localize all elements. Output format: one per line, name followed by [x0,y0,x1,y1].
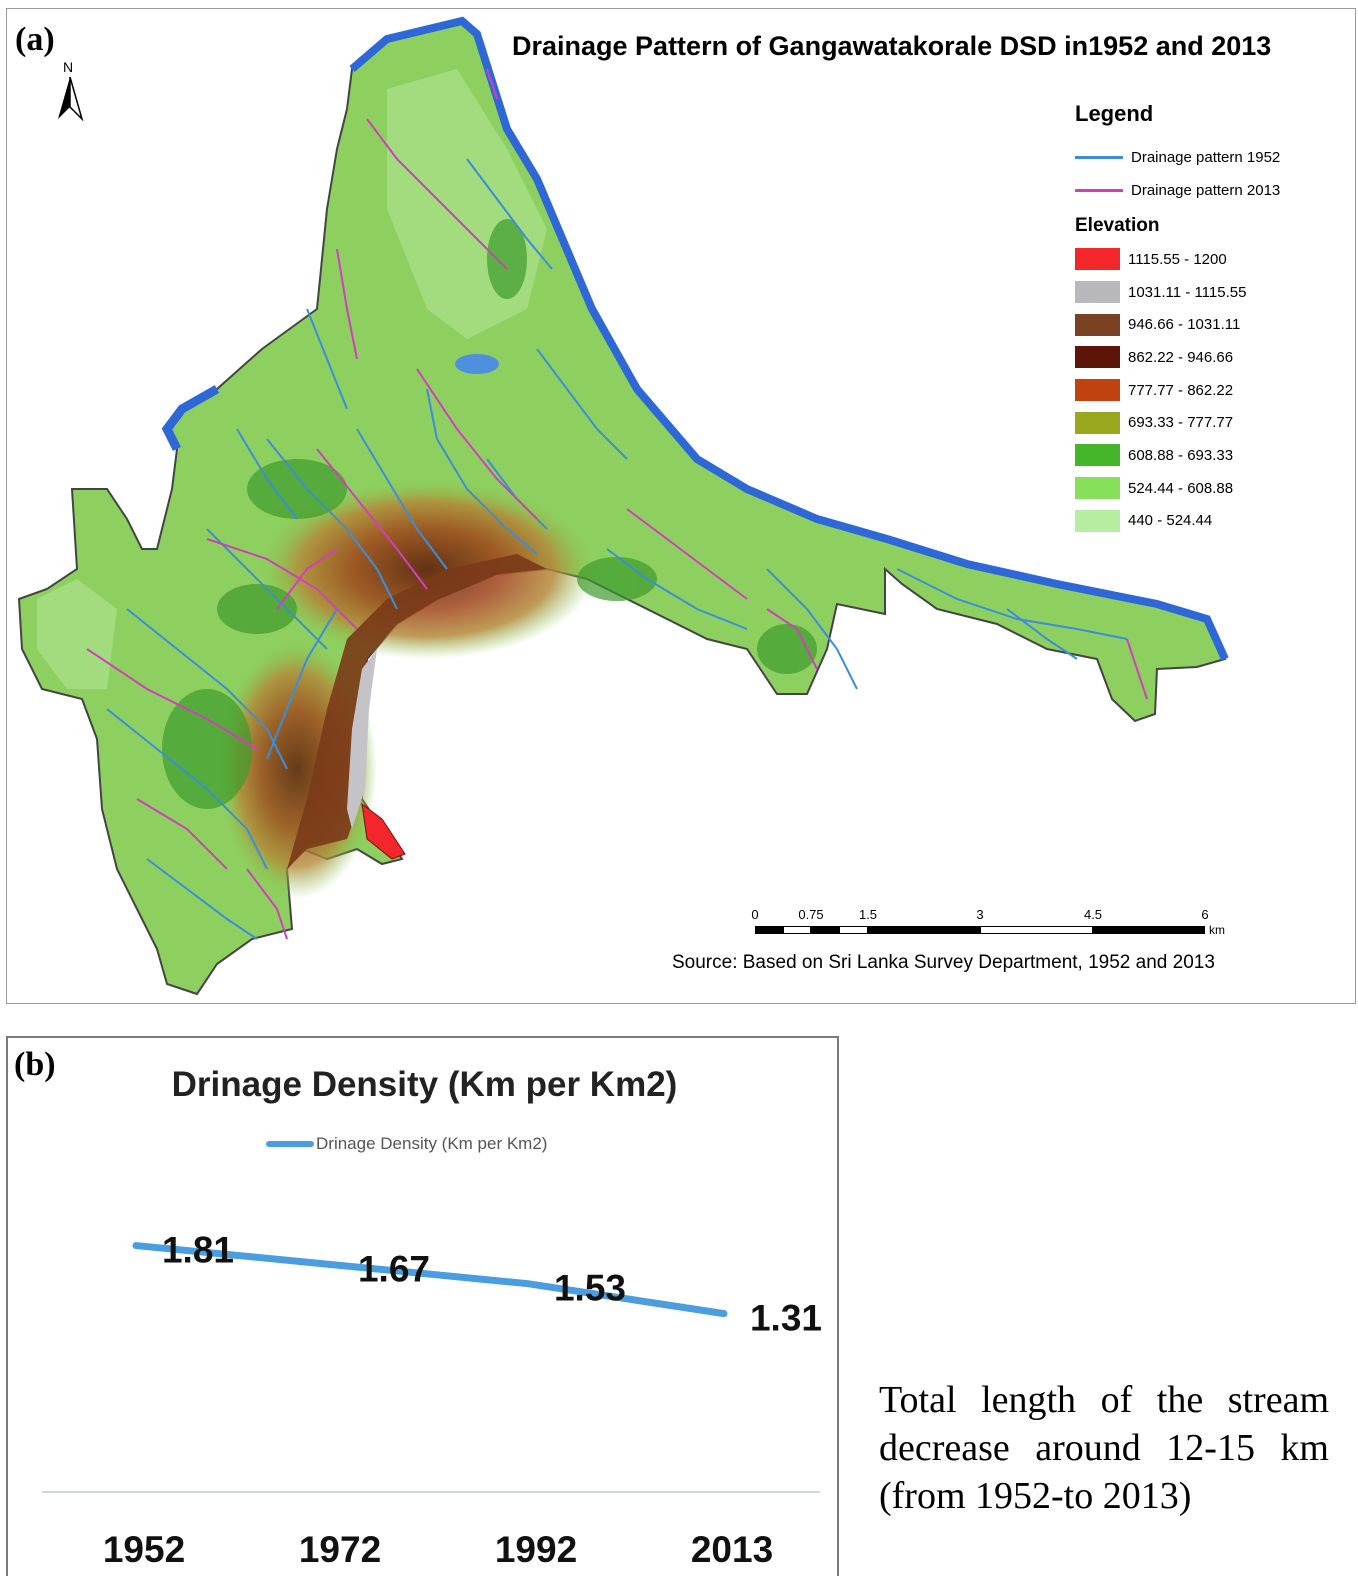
legend-item-elevation: 1031.11 - 1115.55 [1075,276,1345,309]
data-label: 1.53 [554,1268,626,1309]
panel-b-label: (b) [14,1046,56,1083]
elevation-swatch [1075,509,1120,532]
scale-segment [868,926,980,934]
chart-panel: (b) Drinage Density (Km per Km2) Drinage… [6,1036,839,1576]
elevation-swatch [1075,379,1120,402]
data-label: 1.81 [162,1230,234,1271]
scale-segment [755,926,783,934]
elevation-swatch [1075,477,1120,500]
elevation-swatch [1075,248,1120,271]
data-point [329,1261,335,1268]
river-edge [349,16,1229,661]
elevation-swatch [1075,313,1120,336]
legend-series-swatch [266,1141,314,1147]
elevation-label: 1115.55 - 1200 [1128,250,1227,268]
elevation-swatch [1075,411,1120,434]
chart-title: Drinage Density (Km per Km2) [171,1065,678,1104]
scale-tick-label: 0 [751,907,759,922]
legend-item-drainage-2013: Drainage pattern 2013 [1075,174,1345,207]
summary-note: Total length of the stream decrease arou… [879,1379,1329,1517]
x-tick-label: 1952 [103,1529,185,1570]
legend-item-elevation: 524.44 - 608.88 [1075,472,1345,505]
data-label: 1.67 [358,1249,430,1290]
line-chart: 1.81 1.67 1.53 1.31 1952 1972 1992 2013 [42,1230,822,1570]
legend-title: Legend [1075,101,1154,126]
scale-tick-label: 3 [976,907,984,922]
north-arrow-icon [58,77,84,121]
elevation-label: 524.44 - 608.88 [1128,479,1234,497]
drainage-2013-lines [86,68,1148,940]
data-point [721,1310,727,1317]
elevation-label: 777.77 - 862.22 [1128,381,1234,399]
elevation-label: 1031.11 - 1115.55 [1128,283,1247,301]
map-figure [17,16,1229,996]
north-arrow: N [55,59,85,129]
legend-item-elevation: 693.33 - 777.77 [1075,406,1345,439]
elevation-label: 946.66 - 1031.11 [1128,316,1241,334]
scale-segment [783,926,811,934]
scale-tick-label: 0.75 [798,907,824,922]
drainage-2013-line-swatch [1075,189,1123,192]
scale-bar: 0 0.75 1.5 3 4.5 6 km [751,907,1225,947]
legend-item-elevation: 1115.55 - 1200 [1075,243,1345,276]
elevation-label: 440 - 524.44 [1128,512,1213,530]
scale-segment [811,926,839,934]
elevation-swatch [1075,346,1120,369]
lowland-area-west [37,579,117,689]
scale-tick-label: 6 [1201,907,1209,922]
x-tick-label: 1992 [495,1529,577,1570]
river-edge-west [161,385,220,452]
elevation-title: Elevation [1075,215,1160,236]
legend-item-elevation: 777.77 - 862.22 [1075,374,1345,407]
x-tick-label: 1972 [299,1529,381,1570]
scale-tick-label: 1.5 [858,907,878,922]
reservoir [455,354,499,374]
legend-item-elevation: 440 - 524.44 [1075,505,1345,538]
legend-label: Drainage pattern 2013 [1131,182,1281,199]
scale-segment [980,926,1093,934]
legend-series-label: Drinage Density (Km per Km2) [316,1134,548,1153]
legend-item-elevation: 946.66 - 1031.11 [1075,308,1345,341]
data-label: 1.31 [750,1298,822,1339]
elevation-label: 608.88 - 693.33 [1128,446,1234,464]
scale-unit: km [1209,923,1225,937]
chart-legend: Drinage Density (Km per Km2) [266,1134,547,1154]
elevation-label: 862.22 - 946.66 [1128,348,1234,366]
legend-item-drainage-1952: Drainage pattern 1952 [1075,141,1345,174]
north-label: N [63,59,74,75]
map-title: Drainage Pattern of Gangawatakorale DSD … [512,31,1272,61]
legend-label: Drainage pattern 1952 [1131,149,1281,166]
peak-grey [347,649,377,829]
series-line [132,1242,728,1318]
scale-segment [1093,926,1205,934]
data-point [525,1280,531,1287]
elevation-swatch [1075,444,1120,467]
elevation-swatch [1075,281,1120,304]
elevation-label: 693.33 - 777.77 [1128,414,1234,432]
data-point [133,1242,139,1249]
scale-tick-label: 4.5 [1083,907,1103,922]
legend-item-elevation: 862.22 - 946.66 [1075,341,1345,374]
x-tick-label: 2013 [691,1529,773,1570]
map-legend: Legend Drainage pattern 1952 Drainage pa… [1075,101,1345,537]
map-panel: (a) Drainage Pattern of Gangawatakorale … [6,8,1356,1004]
panel-a-label: (a) [15,21,55,58]
district-boundary [17,19,1227,996]
scale-segment [839,926,868,934]
legend-item-elevation: 608.88 - 693.33 [1075,439,1345,472]
map-source: Source: Based on Sri Lanka Survey Depart… [672,952,1215,973]
peak-red [361,802,406,860]
drainage-1952-line-swatch [1075,156,1123,159]
